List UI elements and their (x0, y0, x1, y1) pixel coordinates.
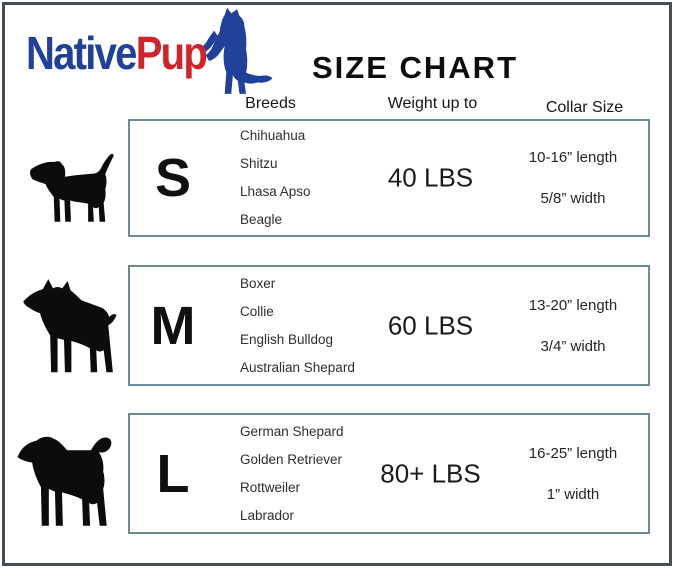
breed-item: Rottweiler (240, 479, 301, 495)
size-label-m: M (150, 295, 196, 356)
weight-value-m: 60 LBS (387, 310, 474, 340)
size-label-s: S (154, 148, 192, 208)
breed-list-s: Chihuahua Shitzu Lhasa Apso Beagle (240, 122, 311, 234)
breed-item: Golden Retriever (240, 451, 343, 467)
page-title: SIZE CHART (312, 50, 518, 85)
size-row-m: M Boxer Collie English Bulldog Australia… (128, 265, 650, 386)
boxer-icon (17, 268, 123, 388)
column-header-collar: Collar Size (545, 99, 624, 116)
collar-length-s: 10-16” length (528, 149, 618, 166)
size-label-l: L (156, 443, 190, 504)
jumping-dog-icon (200, 6, 274, 98)
collar-length-m: 13-20” length (528, 296, 618, 314)
breed-item: English Bulldog (240, 331, 334, 347)
collar-size-m: 13-20” length 3/4” width (502, 297, 644, 355)
collar-length-l: 16-25” length (528, 444, 618, 462)
collar-size-l: 16-25” length 1” width (502, 445, 644, 503)
collar-size-s: 10-16” length 5/8” width (502, 149, 644, 207)
collar-width-l: 1” width (546, 485, 600, 503)
breed-item: Chihuahua (240, 128, 306, 143)
collar-width-s: 5/8” width (540, 190, 606, 207)
breed-list-m: Boxer Collie English Bulldog Australian … (240, 270, 355, 382)
breed-item: Australian Shepard (240, 359, 355, 375)
breed-item: Beagle (240, 212, 283, 227)
weight-value-s: 40 LBS (387, 162, 474, 193)
breed-item: Collie (240, 303, 274, 319)
size-row-l: L German Shepard Golden Retriever Rottwe… (128, 413, 650, 534)
brand-logo: NativePup (26, 26, 208, 80)
breed-item: Labrador (240, 507, 295, 523)
column-header-breeds: Breeds (245, 95, 296, 112)
column-header-weight: Weight up to (387, 95, 478, 112)
breed-item: German Shepard (240, 423, 344, 439)
brand-name-native: Native (26, 27, 137, 79)
weight-value-l: 80+ LBS (380, 458, 481, 488)
large-dog-icon (7, 424, 131, 538)
breed-list-l: German Shepard Golden Retriever Rottweil… (240, 418, 344, 530)
breed-item: Lhasa Apso (240, 184, 311, 199)
breed-item: Shitzu (240, 156, 278, 171)
size-row-s: S Chihuahua Shitzu Lhasa Apso Beagle 40 … (128, 119, 650, 237)
brand-name-pup: Pup (135, 27, 208, 79)
collar-width-m: 3/4” width (540, 337, 606, 355)
beagle-icon (26, 146, 120, 232)
breed-item: Boxer (240, 275, 276, 291)
